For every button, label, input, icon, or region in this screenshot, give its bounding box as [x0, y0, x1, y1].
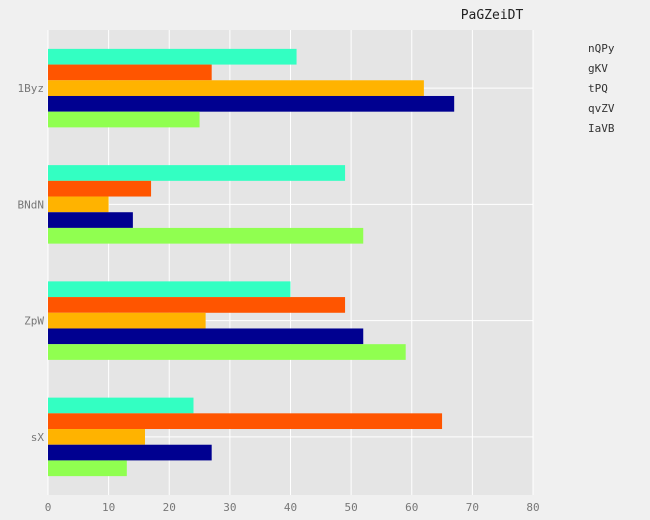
bar-qvZV-BNdN [48, 212, 133, 228]
bar-tPQ-sX [48, 429, 145, 445]
bar-gKV-ZpW [48, 297, 345, 313]
bar-IaVB-BNdN [48, 228, 363, 244]
legend: nQPy gKV tPQ qvZV IaVB [588, 42, 615, 135]
legend-entry: tPQ [588, 82, 608, 95]
x-tick-label: 70 [466, 501, 479, 514]
y-tick-label: 1Byz [18, 82, 45, 95]
x-tick-label: 10 [102, 501, 115, 514]
bar-qvZV-sX [48, 445, 212, 461]
bar-IaVB-1Byz [48, 112, 200, 128]
y-tick-label: BNdN [18, 198, 45, 211]
bar-nQPy-1Byz [48, 49, 297, 65]
x-tick-label: 60 [405, 501, 418, 514]
legend-entry: IaVB [588, 122, 615, 135]
y-tick-label: ZpW [24, 315, 44, 328]
chart-title: PaGZeiDT [461, 8, 524, 23]
bar-nQPy-ZpW [48, 281, 291, 297]
bar-IaVB-ZpW [48, 344, 406, 360]
x-tick-label: 80 [526, 501, 539, 514]
bar-nQPy-sX [48, 398, 194, 414]
bar-gKV-BNdN [48, 181, 151, 197]
bar-gKV-sX [48, 413, 442, 429]
x-tick-label: 0 [45, 501, 52, 514]
bar-IaVB-sX [48, 460, 127, 476]
bar-tPQ-BNdN [48, 197, 109, 213]
x-tick-label: 20 [163, 501, 176, 514]
x-axis-ticks: 0 10 20 30 40 50 60 70 80 [45, 501, 540, 514]
x-tick-label: 50 [345, 501, 358, 514]
x-tick-label: 40 [284, 501, 297, 514]
x-tick-label: 30 [223, 501, 236, 514]
bar-tPQ-1Byz [48, 80, 424, 96]
y-tick-label: sX [31, 431, 45, 444]
bar-qvZV-1Byz [48, 96, 454, 112]
legend-entry: nQPy [588, 42, 615, 55]
bar-gKV-1Byz [48, 65, 212, 81]
bar-nQPy-BNdN [48, 165, 345, 181]
bar-tPQ-ZpW [48, 313, 206, 329]
y-axis-ticks: 1Byz BNdN ZpW sX [18, 82, 45, 444]
bar-qvZV-ZpW [48, 328, 363, 344]
legend-entry: qvZV [588, 102, 615, 115]
legend-entry: gKV [588, 62, 608, 75]
